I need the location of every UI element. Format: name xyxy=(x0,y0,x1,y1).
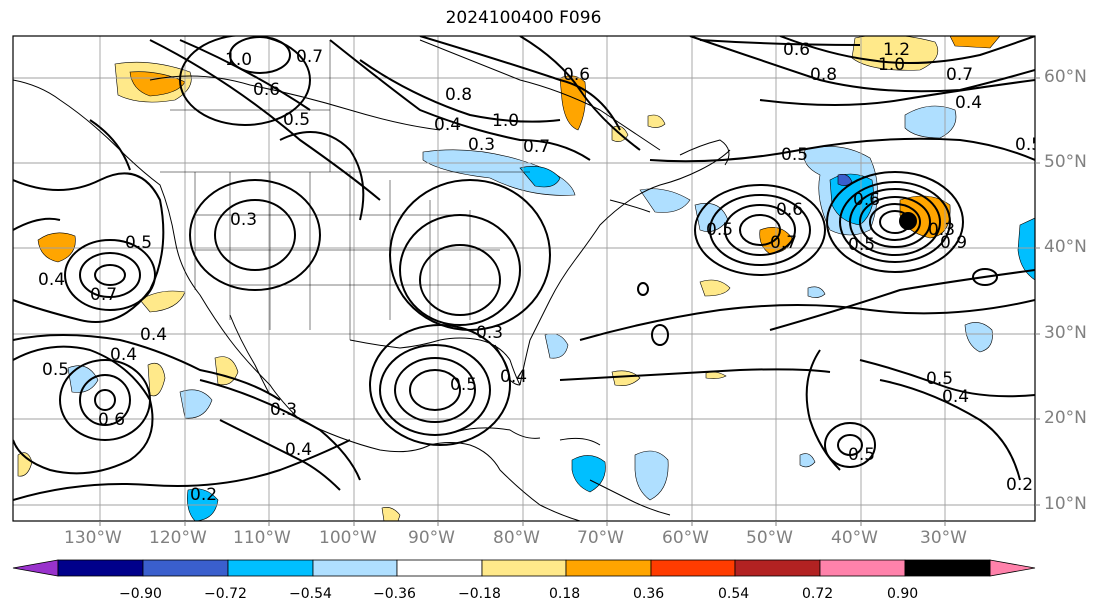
lon-label: 120°W xyxy=(149,528,207,548)
contour-label: 0.5 xyxy=(706,220,733,240)
map-title: 2024100400 F096 xyxy=(445,8,602,28)
lon-label: 90°W xyxy=(408,528,455,548)
contour-label: 0.5 xyxy=(848,445,875,465)
colorbar-tick-label: −0.72 xyxy=(204,586,247,602)
colorbar xyxy=(12,559,1036,577)
low-center-marker xyxy=(899,212,917,230)
contour-label: 0.4 xyxy=(955,93,982,113)
contour-label: 0.8 xyxy=(445,85,472,105)
contour-label: 0.7 xyxy=(296,47,323,67)
colorbar-tick-label: 0.18 xyxy=(549,586,581,602)
lon-label: 40°W xyxy=(831,528,878,548)
contour-label: 0.5 xyxy=(848,235,875,255)
colorbar-tick-label: 0.90 xyxy=(887,586,919,602)
lat-label: 20°N xyxy=(1044,408,1087,428)
lon-label: 110°W xyxy=(233,528,291,548)
contour-label: 0.6 xyxy=(253,80,280,100)
contour-label: 0.6 xyxy=(783,40,810,60)
colorbar-segment xyxy=(312,559,398,577)
contour-label: 0.2 xyxy=(1006,475,1033,495)
contour-label: 0.5 xyxy=(781,145,808,165)
colorbar-tick-label: −0.54 xyxy=(289,586,332,602)
colorbar-segment xyxy=(565,559,652,577)
contour-label: 0.4 xyxy=(942,387,969,407)
coastlines xyxy=(13,39,731,521)
colorbar-tick-label: 0.72 xyxy=(802,586,834,602)
contour-label: 0.7 xyxy=(946,65,973,85)
contour-label: 0.6 xyxy=(98,410,125,430)
contour-label: 0.8 xyxy=(810,65,837,85)
contour-label: 0.6 xyxy=(776,200,803,220)
contour-label: 0.7 xyxy=(770,233,797,253)
contour-label: 0.4 xyxy=(434,115,461,135)
contour-label: 0.5 xyxy=(1015,135,1042,155)
contour-label: 1.0 xyxy=(225,50,252,70)
lat-label: 60°N xyxy=(1044,67,1087,87)
colorbar-segment xyxy=(227,559,314,577)
colorbar-segment xyxy=(396,559,483,577)
contour-label: 0.6 xyxy=(563,65,590,85)
lat-lon-grid xyxy=(13,36,1035,521)
contour-label: 0.4 xyxy=(38,270,65,290)
contour-label: 0.9 xyxy=(940,233,967,253)
lon-label: 70°W xyxy=(577,528,624,548)
contour-label: 1.0 xyxy=(492,111,519,131)
colorbar-segment xyxy=(650,559,736,577)
contour-lines xyxy=(13,36,1035,501)
lon-label: 130°W xyxy=(64,528,122,548)
contour-label: 0.5 xyxy=(125,233,152,253)
colorbar-segment xyxy=(142,559,229,577)
contour-label: 0.5 xyxy=(926,369,953,389)
colorbar-segment xyxy=(481,559,567,577)
axis-ticks xyxy=(99,77,1040,526)
colorbar-segment xyxy=(734,559,821,577)
contour-label: 0.2 xyxy=(190,485,217,505)
colorbar-segment xyxy=(57,559,144,577)
contour-label: 0.3 xyxy=(230,210,257,230)
contour-label: 0.3 xyxy=(476,323,503,343)
colorbar-extend-high xyxy=(989,559,1036,577)
lat-label: 50°N xyxy=(1044,152,1087,172)
contour-label: 0.5 xyxy=(42,360,69,380)
contour-label-group: 1.0 0.6 0.5 0.7 0.8 0.4 0.3 1.0 0.7 0.6 … xyxy=(38,40,1042,505)
colorbar-segment xyxy=(819,559,906,577)
colorbar-tick-label: 0.36 xyxy=(633,586,665,602)
colorbar-tick-label: −0.90 xyxy=(119,586,162,602)
lon-label: 30°W xyxy=(920,528,967,548)
lat-label: 30°N xyxy=(1044,323,1087,343)
map-panel: 1.0 0.6 0.5 0.7 0.8 0.4 0.3 1.0 0.7 0.6 … xyxy=(13,36,1042,521)
contour-label: 0.4 xyxy=(140,325,167,345)
lon-label: 100°W xyxy=(319,528,377,548)
colorbar-segment xyxy=(904,559,991,577)
contour-label: 0.5 xyxy=(283,110,310,130)
contour-label: 0.3 xyxy=(468,135,495,155)
lat-label: 10°N xyxy=(1044,494,1087,514)
colorbar-tick-label: 0.54 xyxy=(718,586,750,602)
lon-label: 50°W xyxy=(746,528,793,548)
contour-label: 1.2 xyxy=(883,40,910,60)
contour-label: 0.6 xyxy=(853,190,880,210)
contour-label: 0.4 xyxy=(285,440,312,460)
contour-label: 0.4 xyxy=(110,345,137,365)
map-frame xyxy=(12,35,1036,522)
lon-label: 60°W xyxy=(662,528,709,548)
contour-label: 1.0 xyxy=(878,55,905,75)
contour-label: 0.3 xyxy=(928,220,955,240)
lon-label: 80°W xyxy=(493,528,540,548)
colorbar-tick-label: −0.36 xyxy=(373,586,416,602)
contour-label: 0.5 xyxy=(450,375,477,395)
colorbar-tick-label: −0.18 xyxy=(458,586,501,602)
contour-label: 0.7 xyxy=(90,285,117,305)
contour-label: 0.3 xyxy=(270,400,297,420)
contour-label: 0.7 xyxy=(523,137,550,157)
colorbar-extend-low xyxy=(12,559,59,577)
lat-label: 40°N xyxy=(1044,237,1087,257)
contour-label: 0.4 xyxy=(500,367,527,387)
